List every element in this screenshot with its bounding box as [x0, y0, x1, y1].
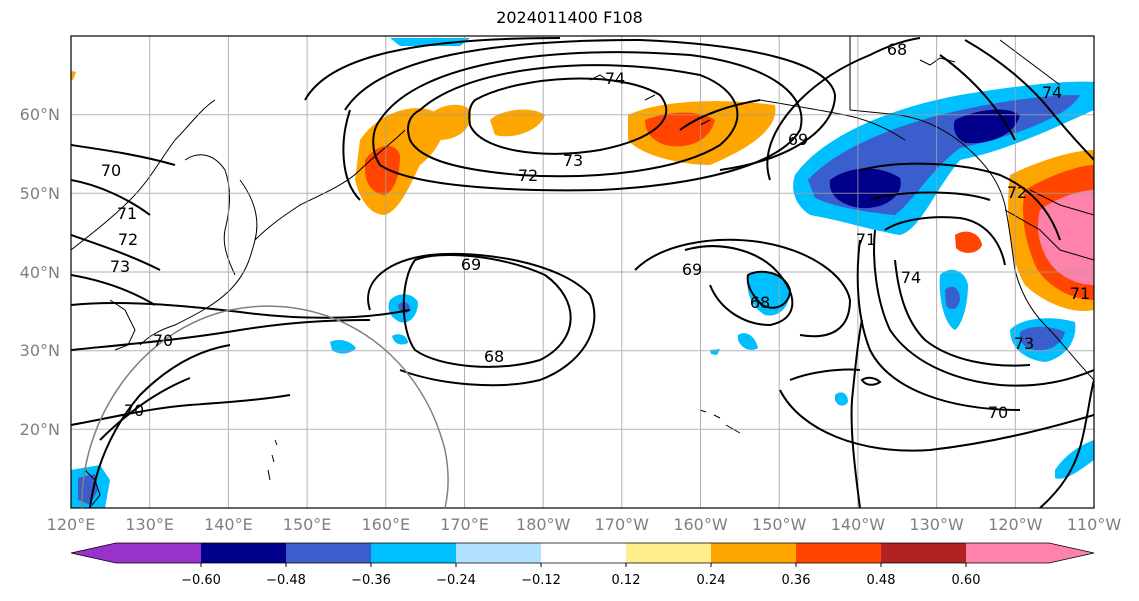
coastlines: [71, 36, 1094, 506]
latitude-labels: 60°N 50°N 40°N 30°N 20°N: [20, 105, 60, 439]
colorbar-segment: [541, 543, 627, 563]
longitude-labels: 120°E 130°E 140°E 150°E 160°E 170°E 180°…: [47, 515, 1122, 534]
contour-label: 68: [484, 347, 504, 366]
contour-label: 70: [988, 403, 1008, 422]
lon-label: 160°W: [673, 515, 728, 534]
colorbar-tick-label: −0.48: [266, 573, 306, 588]
contour-label: 68: [750, 293, 770, 312]
contour-label: 70: [153, 331, 173, 350]
colorbar-segment: [796, 543, 882, 563]
colorbar-tick-label: 0.48: [867, 573, 896, 588]
lon-label: 130°W: [909, 515, 964, 534]
colorbar-extend-high: [1049, 543, 1094, 563]
range-circle: [81, 305, 449, 508]
lon-label: 110°W: [1067, 515, 1122, 534]
contour-label: 74: [901, 268, 921, 287]
contour-labels: 74 73 72 68 69 70 71 72 73 69 68 69 68 7…: [101, 40, 1090, 422]
lon-label: 160°E: [361, 515, 410, 534]
contour-label: 74: [1042, 83, 1062, 102]
contour-label: 71: [117, 204, 137, 223]
contour-label: 74: [605, 69, 625, 88]
contour-label: 73: [563, 151, 583, 170]
lon-label: 150°E: [283, 515, 332, 534]
colorbar-tick-label: −0.60: [181, 573, 221, 588]
colorbar-tick-label: 0.12: [612, 573, 641, 588]
contour-label: 71: [1070, 284, 1090, 303]
contour-label: 72: [118, 230, 138, 249]
lon-label: 170°E: [440, 515, 489, 534]
colorbar-segment: [116, 543, 202, 563]
contour-label: 71: [856, 230, 876, 249]
lat-label: 60°N: [20, 105, 60, 124]
contour-label: 68: [887, 40, 907, 59]
contour-label: 69: [682, 260, 702, 279]
lon-label: 140°W: [831, 515, 886, 534]
lat-label: 20°N: [20, 420, 60, 439]
colorbar-tick-label: −0.12: [521, 573, 561, 588]
colorbar-tick-label: −0.36: [351, 573, 391, 588]
colorbar-segment: [371, 543, 457, 563]
lon-label: 120°W: [988, 515, 1043, 534]
colorbar-tick-label: 0.36: [782, 573, 811, 588]
graticule: [71, 36, 1094, 508]
contour-label: 72: [518, 166, 538, 185]
lat-label: 40°N: [20, 263, 60, 282]
lat-label: 30°N: [20, 341, 60, 360]
height-contours: [71, 37, 1094, 508]
lon-label: 130°E: [125, 515, 174, 534]
colorbar-segment: [966, 543, 1049, 563]
negative-anomaly-shading: [71, 38, 1094, 508]
colorbar-segment: [626, 543, 712, 563]
contour-label: 73: [110, 257, 130, 276]
colorbar-segment: [881, 543, 967, 563]
colorbar-segment: [201, 543, 287, 563]
map-frame: [70, 35, 1095, 509]
positive-anomaly-shading: [71, 70, 1094, 311]
contour-label: 69: [788, 130, 808, 149]
contour-label: 70: [124, 401, 144, 420]
contour-label: 72: [1007, 183, 1027, 202]
lon-label: 180°W: [516, 515, 571, 534]
lon-label: 140°E: [204, 515, 253, 534]
colorbar-tick-label: −0.24: [436, 573, 476, 588]
contour-label: 69: [461, 255, 481, 274]
colorbar-segment: [456, 543, 542, 563]
contour-label: 70: [101, 161, 121, 180]
map-title: 2024011400 F108: [496, 8, 643, 27]
colorbar-tick-label: 0.24: [697, 573, 726, 588]
lon-label: 170°W: [595, 515, 650, 534]
lon-label: 150°W: [752, 515, 807, 534]
colorbar: −0.60 −0.48 −0.36 −0.24 −0.12 0.12 0.24 …: [70, 542, 1095, 588]
colorbar-tick-label: 0.60: [952, 573, 981, 588]
contour-label: 73: [1014, 334, 1034, 353]
colorbar-extend-low: [71, 543, 116, 563]
lat-label: 50°N: [20, 184, 60, 203]
colorbar-segment: [286, 543, 372, 563]
lon-label: 120°E: [47, 515, 96, 534]
colorbar-segment: [711, 543, 797, 563]
